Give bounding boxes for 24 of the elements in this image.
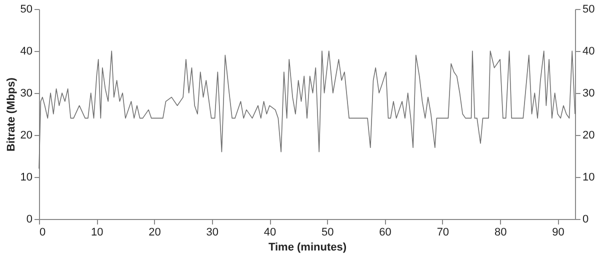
x-tick-label: 10 — [91, 226, 104, 238]
y-tick-label: 20 — [20, 130, 32, 142]
y-tick-label: 10 — [20, 172, 32, 184]
x-tick-label: 0 — [40, 226, 46, 238]
x-tick-label: 90 — [552, 226, 564, 238]
y2-tick-label: 20 — [582, 130, 595, 142]
x-tick-label: 20 — [148, 226, 161, 238]
x-tick-label: 50 — [322, 226, 334, 238]
y2-tick-label: 10 — [582, 172, 595, 184]
x-tick-label: 70 — [436, 226, 450, 238]
x-tick-label: 40 — [264, 226, 276, 238]
y2-tick-label: 50 — [582, 4, 595, 16]
y-tick-label: 0 — [26, 214, 32, 226]
y2-tick-label: 40 — [582, 46, 595, 58]
y-tick-label: 50 — [20, 4, 32, 16]
x-tick-label: 30 — [206, 226, 219, 238]
x-tick-label: 80 — [494, 226, 507, 238]
x-axis-title: Time (minutes) — [268, 242, 347, 254]
y-tick-label: 40 — [20, 46, 32, 58]
y2-tick-label: 0 — [582, 214, 589, 226]
y2-tick-label: 30 — [582, 88, 595, 100]
y-axis-title: Bitrate (Mbps) — [5, 77, 18, 152]
y-tick-label: 30 — [20, 88, 32, 100]
x-tick-label: 60 — [379, 226, 392, 238]
